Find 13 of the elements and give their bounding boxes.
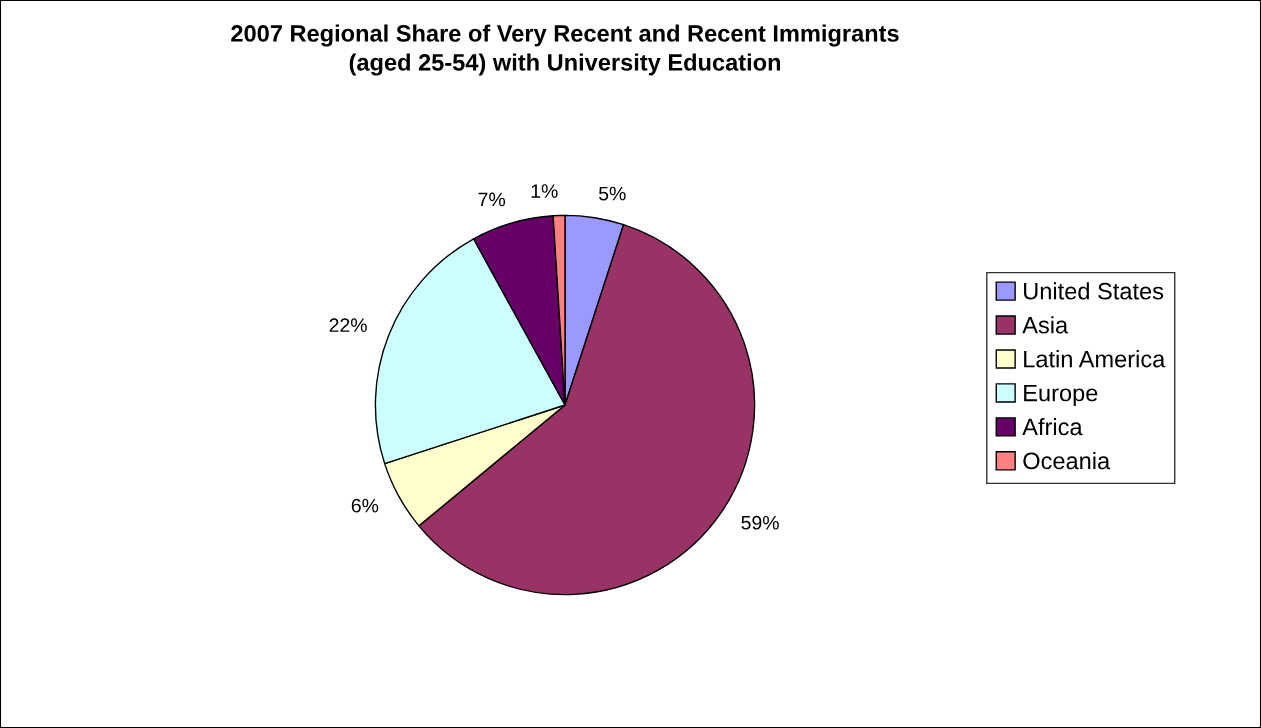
legend-label: Oceania [1023,451,1111,470]
data-label: 5% [599,186,626,201]
data-label: 7% [478,192,506,207]
chart-title: 2007 Regional Share of Very Recent and Recent Immigrants (aged 25-54) with University Education [231,24,899,76]
legend-label: Europe [1024,384,1098,407]
legend-label: Asia [1022,316,1069,334]
data-label: 22% [329,318,367,332]
data-label: 6% [351,498,379,513]
legend-label: United States [1024,282,1164,300]
legend-label: Africa [1022,417,1083,436]
legend-label: Latin America [1024,350,1166,368]
data-label: 59% [741,515,779,530]
data-label: 1% [531,184,558,198]
